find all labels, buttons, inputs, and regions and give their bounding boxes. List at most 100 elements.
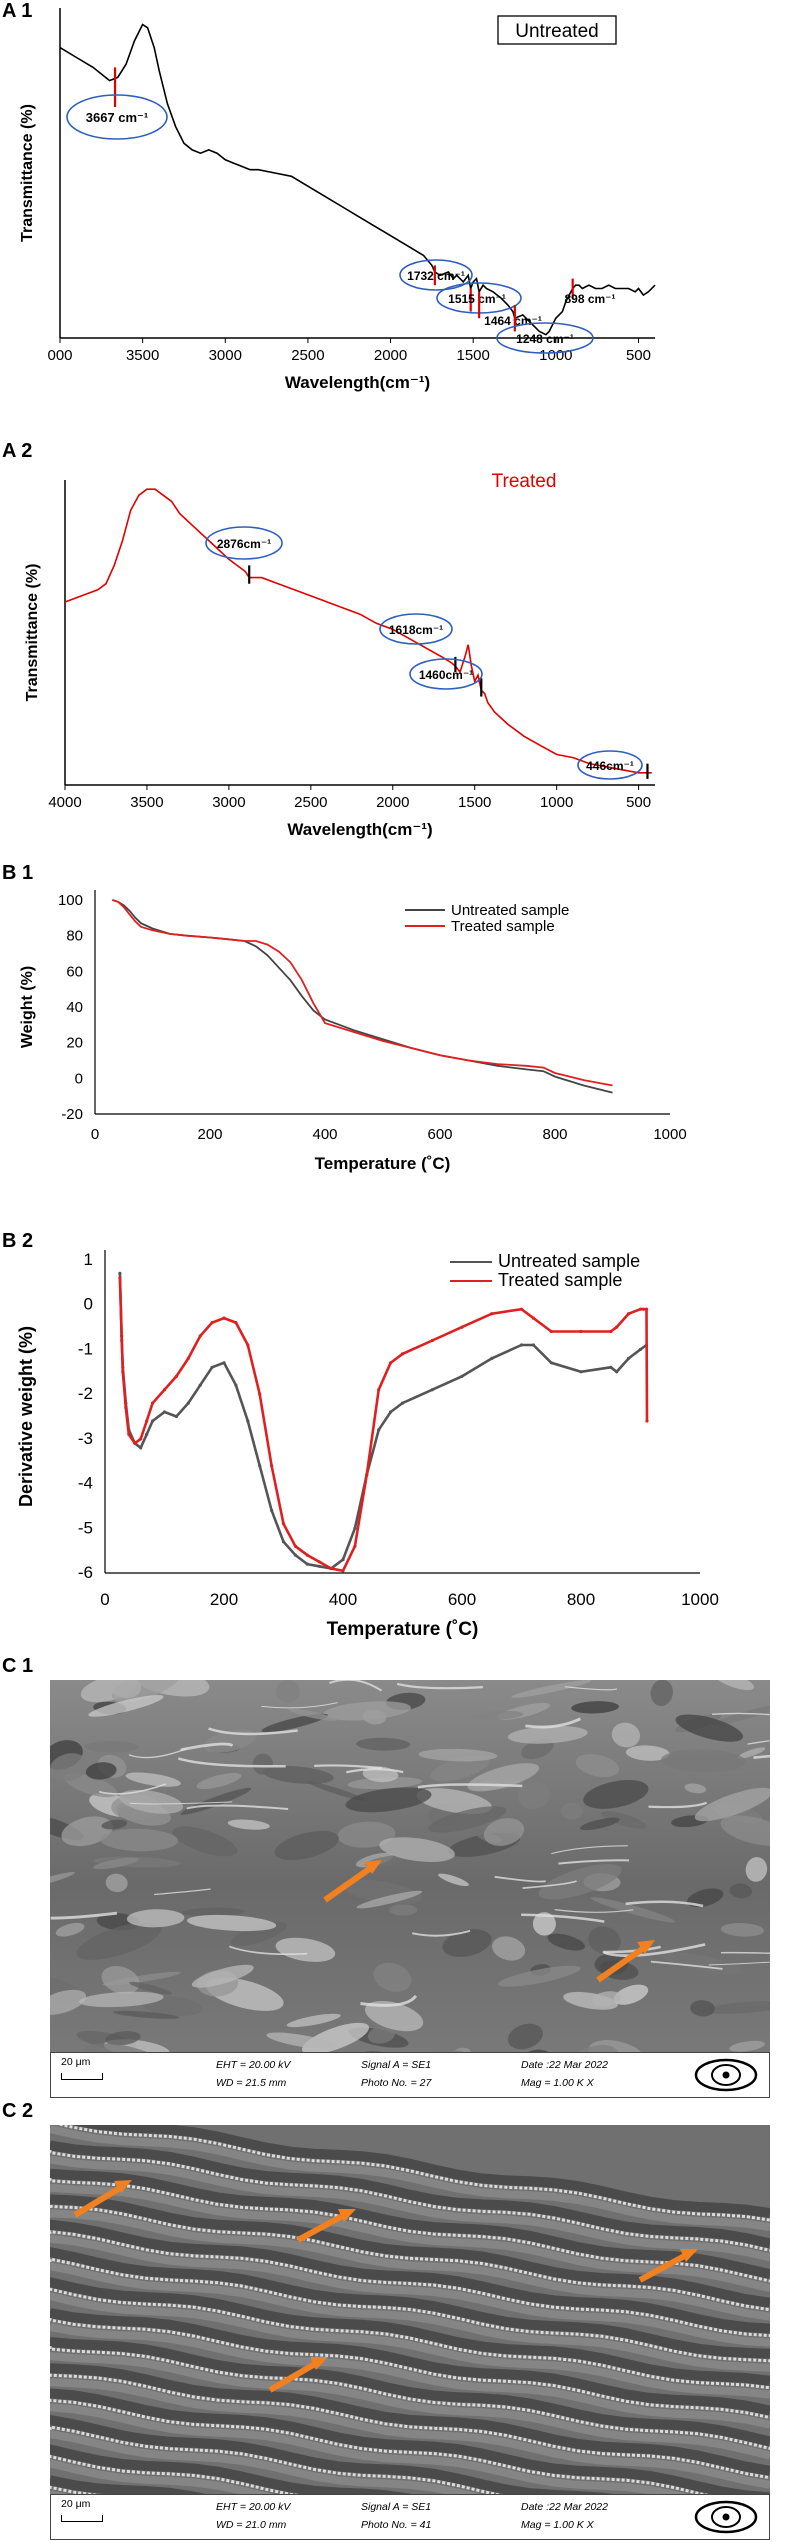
orange-arrow [296,2209,356,2243]
fiber-flake [430,1755,490,1782]
orange-arrow [268,2357,328,2393]
fiber-flake [275,1680,301,1703]
data-point [174,1374,178,1378]
data-point [270,1464,274,1468]
panel-c1: C 1 20 μm EHT = 20.00 kV WD = 21.5 mm S [0,1655,797,2100]
data-point [389,1361,393,1365]
peak-ellipse [66,94,168,140]
institute-logo [694,2058,758,2092]
fiber-edge [753,1754,770,1759]
scale-bar-label: 20 μm [61,2056,91,2068]
fiber-edge [360,1994,418,2007]
x-tick-label: 1000 [681,1590,719,1609]
data-point [222,1316,226,1320]
fiber-flake [347,1776,422,1790]
data-point [124,1406,128,1410]
fiber-flake [588,1926,621,1955]
fiber-flake [675,1714,744,1742]
x-tick-label: 1500 [457,347,490,364]
data-point [609,1329,613,1334]
data-point [490,1312,494,1316]
data-point [609,1365,613,1369]
fiber-flake [172,1826,238,1857]
panel-a2: A 2 4000 3500 3000 2500 2000 1500 1000 500 Wavel… [0,440,797,840]
fiber-flake [274,1830,339,1861]
fiber-edge [180,1742,234,1752]
fiber-flake [55,1922,85,1937]
sem-info-bar: 20 μm EHT = 20.00 kV WD = 21.0 mm Signal… [50,2494,770,2540]
peak-ellipse [409,658,483,690]
fiber-ridge [50,2287,770,2390]
fiber-flake [88,1695,164,1717]
fiber-flake [118,1789,184,1814]
x-tick-label: 400 [329,1590,357,1609]
data-point [460,1374,464,1378]
fiber-flake [475,1710,524,1720]
fiber-edge [154,1888,211,1896]
y-tick-label: -20 [61,1106,83,1123]
y-tick-label: -4 [78,1474,93,1493]
fiber-flake [288,1708,337,1721]
fiber-groove [50,2337,770,2447]
fiber-flake [560,1802,583,1820]
fiber-ridge [50,2318,770,2420]
legend-box [477,469,571,495]
fiber-flake [694,1787,770,1822]
fiber-edge [554,1909,634,1913]
data-point [627,1356,631,1360]
fiber-groove [50,2219,770,2334]
peak-label: 1515 cm⁻¹ [448,292,506,306]
fiber-flake [252,1753,274,1775]
data-point [151,1401,155,1405]
fiber-flake [583,1779,649,1809]
legend-label: Untreated [515,21,598,42]
fiber-edge [208,1727,298,1736]
fiber-band [50,2403,770,2516]
fiber-flake [418,1748,498,1762]
fiber-flake [142,1996,203,2017]
fiber-flake [483,1818,525,1846]
sem-date: Date :22 Mar 2022 [521,2501,608,2513]
data-point [430,1338,434,1343]
y-tick-label: -5 [78,1518,93,1537]
legend-label: Untreated sample [451,902,569,919]
fiber-flake [442,1929,492,1957]
fiber-edge [720,1951,770,1954]
sem-signal: Signal A = SE1 [361,2501,432,2513]
x-tick-label: 0 [91,1126,99,1143]
fiber-flake [738,1747,766,1759]
data-point [615,1370,619,1374]
panel-label: C 2 [2,2100,34,2122]
fiber-flake [84,1741,139,1753]
fiber-flake [50,1871,76,1888]
fiber-band [50,2125,770,2232]
peak-label: 2876cm⁻¹ [217,537,271,551]
x-tick-label: 4000 [48,794,81,811]
fiber-edge [494,1875,546,1883]
fiber-edge [603,1943,706,1958]
data-point [270,1508,274,1512]
fiber-groove [50,2194,770,2308]
series-line [112,899,613,1094]
fiber-flake [720,1923,765,1937]
fiber-band [50,2155,770,2262]
data-point [293,1553,297,1557]
fiber-flake [105,1873,128,1893]
fiber-ridge [50,2178,770,2283]
institute-logo [694,2500,758,2534]
fiber-flake [720,1815,770,1846]
legend-label: Treated [492,471,557,492]
y-tick-label: 20 [66,1035,83,1052]
fiber-flake [203,1729,256,1753]
fiber-flake [64,1773,118,1798]
fiber-band [50,2352,770,2460]
fiber-edge [551,1845,628,1855]
fiber-edge [329,1680,383,1692]
y-tick-label: 0 [75,1070,83,1087]
data-point [638,1347,643,1351]
data-point [222,1361,226,1365]
x-tick-label: 1000 [653,1126,686,1143]
data-point [645,1419,649,1423]
data-point [198,1383,202,1387]
fiber-flake [112,2010,180,2019]
